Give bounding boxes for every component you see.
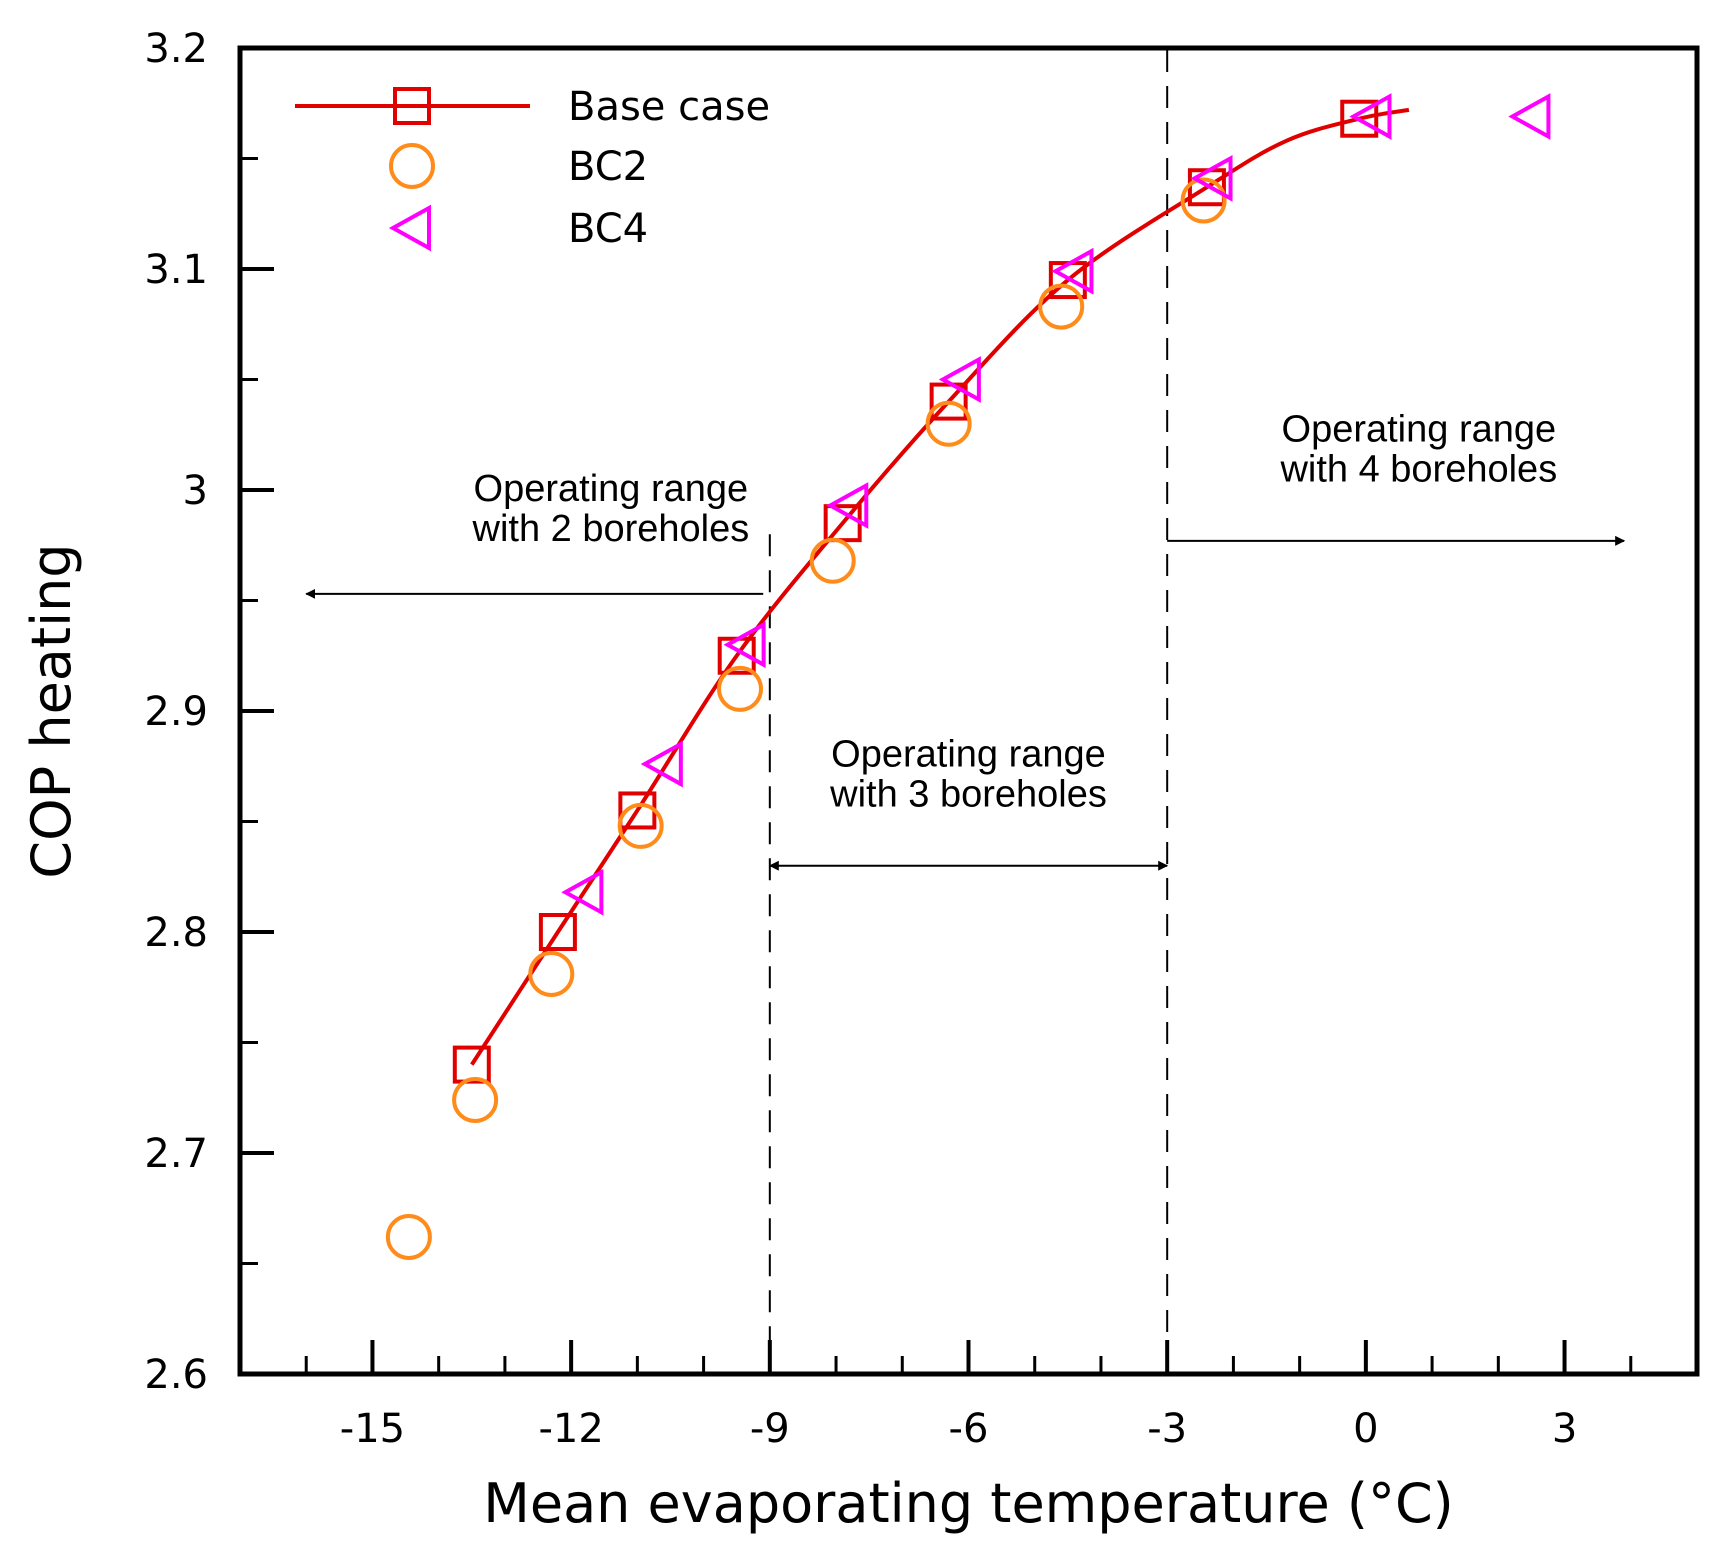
data-point [717, 665, 764, 712]
data-point [640, 740, 683, 788]
x-tick-label: -12 [538, 1406, 603, 1452]
series-base-case [452, 99, 1410, 1084]
data-point [1190, 154, 1233, 202]
annotation-text: Operating range [831, 733, 1106, 775]
legend-entry: Base case [295, 84, 770, 130]
data-point [617, 802, 664, 849]
data-point [1180, 177, 1227, 224]
annotation-text: with 4 boreholes [1279, 448, 1557, 490]
x-axis-title: Mean evaporating temperature (°C) [483, 1472, 1453, 1535]
data-point [1340, 99, 1379, 138]
data-point [925, 400, 972, 447]
legend-marker [388, 204, 431, 252]
data-point [1038, 283, 1085, 330]
y-tick-label: 3.1 [144, 247, 208, 293]
data-point [538, 913, 577, 951]
series-line [470, 107, 1410, 1066]
x-tick-label: -3 [1147, 1406, 1187, 1452]
data-point [528, 950, 575, 997]
data-point [1349, 93, 1392, 140]
data-point [1051, 247, 1094, 295]
data-point [1508, 93, 1551, 140]
legend-marker [389, 143, 435, 189]
annotation-text: Operating range [1282, 408, 1557, 450]
annotation-text: with 2 boreholes [472, 508, 750, 550]
series-bc2 [385, 177, 1227, 1260]
operating-range-dividers [768, 50, 1169, 1372]
legend-entry: BC4 [388, 204, 648, 252]
x-tick-label: -9 [750, 1406, 790, 1452]
x-axis-ticks: -15 -12 -9 -6 -3 0 3 [238, 1340, 1699, 1452]
legend-label: BC4 [568, 206, 648, 252]
data-point [809, 537, 856, 584]
x-tick-label: 0 [1353, 1406, 1378, 1452]
y-tick-label: 2.6 [144, 1352, 208, 1398]
data-point [385, 1213, 432, 1260]
y-tick-label: 3.2 [144, 26, 208, 72]
y-axis-ticks: 2.6 2.7 2.8 2.9 3 3.1 3.2 [144, 26, 274, 1398]
annotation-text: Operating range [474, 468, 749, 510]
x-tick-label: -15 [340, 1406, 405, 1452]
x-tick-label: 3 [1552, 1406, 1577, 1452]
x-tick-label: -6 [949, 1406, 989, 1452]
y-tick-label: 2.7 [144, 1131, 208, 1177]
y-axis-title: COP heating [20, 543, 83, 878]
data-point [826, 482, 869, 529]
legend-label: BC2 [568, 144, 648, 190]
legend-label: Base case [568, 84, 770, 130]
data-point [452, 1076, 499, 1123]
legend-entry: BC2 [389, 143, 648, 190]
data-point [723, 621, 766, 669]
y-tick-label: 2.9 [144, 689, 208, 735]
plot-frame [237, 45, 1700, 1377]
y-tick-label: 3 [183, 468, 208, 514]
data-series [385, 93, 1551, 1260]
y-tick-label: 2.8 [144, 910, 208, 956]
data-point [452, 1045, 491, 1084]
annotation-text: with 3 boreholes [829, 773, 1107, 815]
data-point [938, 356, 981, 403]
series-bc4 [561, 93, 1551, 916]
legend-marker [393, 87, 431, 125]
data-point [561, 868, 604, 916]
legend: Base case BC2 BC4 [295, 84, 770, 252]
